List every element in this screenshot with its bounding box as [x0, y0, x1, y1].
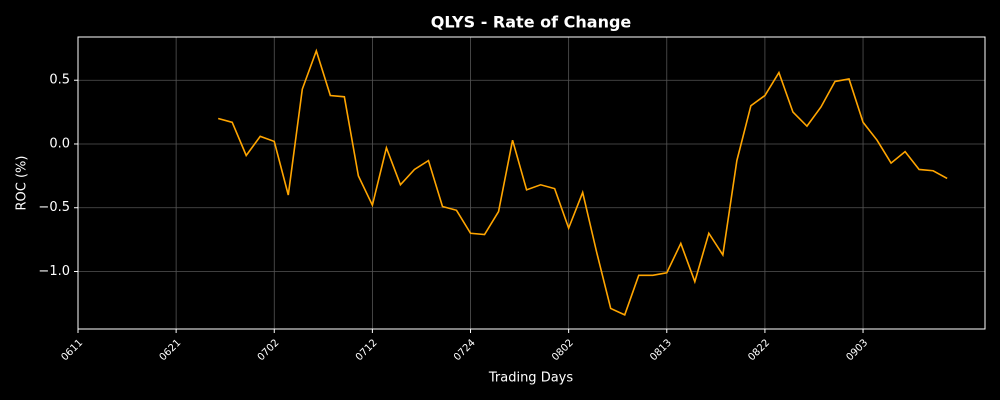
x-tick-label: 0724 [452, 337, 478, 363]
plot-frame [77, 36, 986, 330]
y-tick-label: 0.0 [49, 136, 70, 151]
x-tick-label: 0903 [845, 337, 871, 363]
y-tick-label: 0.5 [49, 73, 70, 88]
y-tick-label: −0.5 [38, 200, 70, 215]
data-line [217, 48, 948, 316]
x-tick-label: 0611 [59, 337, 85, 363]
x-tick-label: 0702 [256, 337, 282, 363]
x-tick-label: 0621 [158, 337, 184, 363]
chart-title: QLYS - Rate of Change [431, 13, 632, 32]
y-tick-label: −1.0 [38, 264, 70, 279]
y-axis-label: ROC (%) [15, 156, 30, 211]
x-tick-label: 0802 [550, 337, 576, 363]
x-tick-label: 0822 [746, 337, 772, 363]
x-axis-label: Trading Days [488, 371, 573, 386]
x-tick-label: 0813 [648, 337, 674, 363]
x-tick-label: 0712 [354, 337, 380, 363]
